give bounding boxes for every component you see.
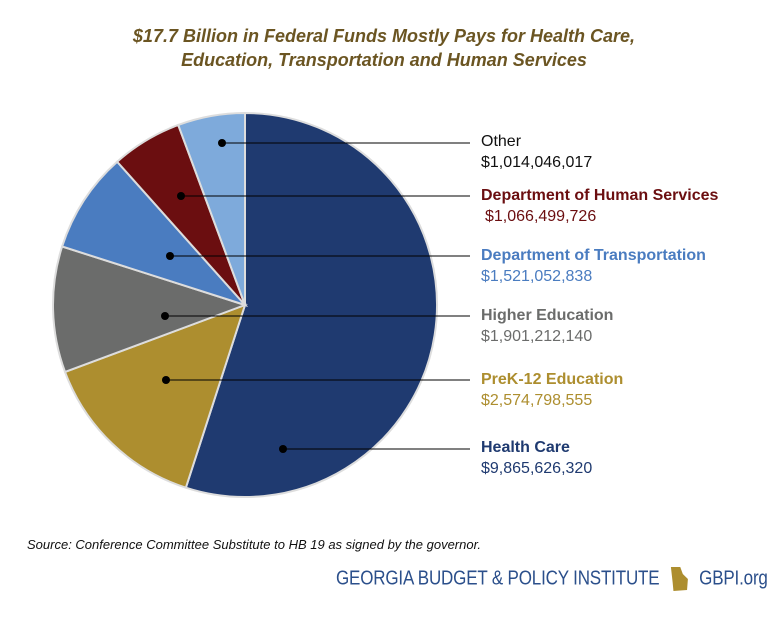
slice-value: $1,066,499,726 xyxy=(485,208,597,225)
title-line-1: $17.7 Billion in Federal Funds Mostly Pa… xyxy=(132,26,636,46)
slice-value: $2,574,798,555 xyxy=(481,392,593,409)
slice-value: $1,521,052,838 xyxy=(481,268,593,285)
slice-label: Health Care $9,865,626,320 xyxy=(481,437,592,479)
leader-dot xyxy=(279,445,287,453)
slice-label: Department of Transportation $1,521,052,8… xyxy=(481,245,706,287)
slice-name: Department of Human Services xyxy=(481,187,719,204)
leader-dot xyxy=(218,139,226,147)
leader-dot xyxy=(177,192,185,200)
slice-label: Other $1,014,046,017 xyxy=(481,131,592,173)
slice-value: $1,901,212,140 xyxy=(481,328,593,345)
footer-logo: GEORGIA BUDGET & POLICY INSTITUTE GBPI.o… xyxy=(336,566,768,592)
slice-name: Department of Transportation xyxy=(481,247,706,264)
leader-dot xyxy=(166,252,174,260)
slice-value: $1,014,046,017 xyxy=(481,154,593,171)
leader-dot xyxy=(161,312,169,320)
leader-dot xyxy=(162,376,170,384)
slice-name: Health Care xyxy=(481,439,570,456)
org-name: GEORGIA BUDGET & POLICY INSTITUTE xyxy=(336,567,660,590)
slice-label: PreK-12 Education $2,574,798,555 xyxy=(481,369,623,411)
pie-slice-higher-education xyxy=(52,245,249,374)
site-link: GBPI.org xyxy=(699,567,768,590)
slice-label: Higher Education $1,901,212,140 xyxy=(481,305,613,347)
slice-name: PreK-12 Education xyxy=(481,371,624,388)
pie-slice-other xyxy=(176,111,246,306)
pie-slice-prek-12-education xyxy=(63,303,247,489)
pie-slice-department-of-transportation xyxy=(60,160,249,308)
source-note: Source: Conference Committee Substitute … xyxy=(27,537,482,552)
slice-value: $9,865,626,320 xyxy=(481,460,593,477)
slice-name: Higher Education xyxy=(481,307,614,324)
chart-title: $17.7 Billion in Federal Funds Mostly Pa… xyxy=(0,24,768,72)
pie-slice-health-care xyxy=(184,111,438,498)
georgia-map-icon xyxy=(670,567,688,591)
slice-label: Department of Human Services $1,066,499,… xyxy=(481,185,718,227)
title-line-2: Education, Transportation and Human Serv… xyxy=(181,50,587,70)
slice-name: Other xyxy=(481,133,522,150)
